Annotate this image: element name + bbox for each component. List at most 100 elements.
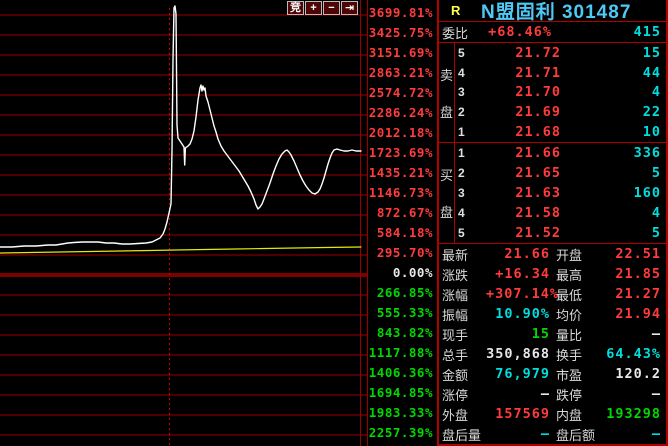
info-value: 22.51	[615, 246, 661, 262]
info-value: 350,868	[486, 346, 550, 362]
intraday-chart-area[interactable]: 竞 + − ⇥	[0, 0, 368, 446]
order-ratio-label: 委比	[442, 25, 469, 41]
info-label: 振幅	[442, 307, 469, 323]
info-label: 盘后量	[442, 427, 482, 443]
sell-amount: 22	[642, 104, 661, 121]
sell-row-4[interactable]: 4 21.71 44	[455, 63, 666, 83]
info-label: 量比	[556, 327, 583, 343]
info-value: —	[651, 326, 661, 342]
order-ratio-value: +68.46%	[488, 24, 552, 40]
axis-label: 2012.18%	[368, 125, 433, 140]
info-label: 外盘	[442, 407, 469, 423]
info-value: 120.2	[615, 366, 661, 382]
sell-price: 21.70	[515, 84, 561, 101]
sell-price: 21.71	[515, 64, 561, 81]
info-label: 换手	[556, 347, 583, 363]
level-number: 1	[458, 125, 465, 140]
axis-label: 1406.36%	[368, 365, 433, 380]
info-label: 盘后额	[556, 427, 596, 443]
sell-rows: 5 21.72 15 4 21.71 44 3 21.70 4 2 21.69 22 1 21.68 10	[455, 43, 666, 142]
sell-side-char: 盘	[439, 104, 453, 120]
intraday-chart-svg	[0, 0, 368, 446]
level-number: 5	[458, 45, 465, 60]
order-ratio-amount: 415	[633, 24, 661, 40]
jump-to-end-button[interactable]: ⇥	[341, 1, 358, 15]
sell-row-3[interactable]: 3 21.70 4	[455, 83, 666, 103]
info-label: 现手	[442, 327, 469, 343]
axis-label: 555.33%	[376, 305, 433, 320]
info-value: 10.90%	[495, 306, 550, 322]
sell-amount: 44	[642, 64, 661, 81]
info-value: 64.43%	[606, 346, 661, 362]
info-row: 盘后量 — 盘后额 —	[439, 424, 666, 444]
info-value: 21.94	[615, 306, 661, 322]
sell-row-1[interactable]: 1 21.68 10	[455, 122, 666, 142]
stock-title: N盟固利 301487	[480, 2, 632, 23]
info-value: 21.27	[615, 286, 661, 302]
sell-amount: 4	[651, 84, 661, 101]
buy-row-1[interactable]: 1 21.66 336	[455, 143, 666, 163]
info-label: 内盘	[556, 407, 583, 423]
margin-trading-badge: R	[451, 3, 461, 18]
axis-label: 2863.21%	[368, 65, 433, 80]
axis-label: 843.82%	[376, 325, 433, 340]
info-label: 开盘	[556, 247, 583, 263]
buy-order-book: 买盘 1 21.66 336 2 21.65 5 3 21.63 160 4 21.58 4 5 21.5…	[439, 143, 666, 244]
axis-label: 3425.75%	[368, 25, 433, 40]
info-value: —	[540, 386, 550, 402]
info-label: 均价	[556, 307, 583, 323]
info-label: 涨跌	[442, 267, 469, 283]
info-value: —	[540, 426, 550, 442]
avg-line	[0, 246, 362, 254]
info-value: 15	[531, 326, 550, 342]
sell-row-2[interactable]: 2 21.69 22	[455, 102, 666, 122]
buy-row-2[interactable]: 2 21.65 5	[455, 163, 666, 183]
axis-label: 2286.24%	[368, 105, 433, 120]
buy-amount: 5	[651, 165, 661, 181]
buy-row-5[interactable]: 5 21.52 5	[455, 223, 666, 243]
buy-row-4[interactable]: 4 21.58 4	[455, 203, 666, 223]
info-label: 最低	[556, 287, 583, 303]
axis-label: 0.00%	[392, 265, 433, 280]
buy-price: 21.63	[515, 185, 561, 201]
axis-label: 1435.21%	[368, 165, 433, 180]
buy-amount: 4	[651, 205, 661, 221]
info-value: +307.14%	[486, 286, 560, 302]
zoom-in-button[interactable]: +	[305, 1, 322, 15]
info-row: 最新 21.66 开盘 22.51	[439, 244, 666, 264]
sell-order-book: 卖盘 5 21.72 15 4 21.71 44 3 21.70 4 2 21.69 22 1 21.68…	[439, 43, 666, 143]
sell-row-5[interactable]: 5 21.72 15	[455, 43, 666, 63]
info-value: 76,979	[495, 366, 550, 382]
info-value: —	[651, 386, 661, 402]
quote-header: R N盟固利 301487	[439, 0, 666, 23]
axis-label: 295.70%	[376, 245, 433, 260]
axis-label: 3151.69%	[368, 45, 433, 60]
price-line	[0, 5, 362, 248]
axis-label: 584.18%	[376, 225, 433, 240]
axis-label: 872.67%	[376, 205, 433, 220]
level-number: 4	[458, 206, 465, 220]
axis-label: 1117.88%	[368, 345, 433, 360]
buy-price: 21.65	[515, 165, 561, 181]
level-number: 2	[458, 105, 465, 120]
buy-amount: 336	[633, 145, 661, 161]
buy-row-3[interactable]: 3 21.63 160	[455, 183, 666, 203]
axis-label: 1146.73%	[368, 185, 433, 200]
info-row: 振幅 10.90% 均价 21.94	[439, 304, 666, 324]
zoom-out-button[interactable]: −	[323, 1, 340, 15]
quote-panel: R N盟固利 301487 委比 +68.46% 415 卖盘 5 21.72 15…	[437, 0, 668, 446]
percent-axis: 3699.81% 3425.75% 3151.69% 2863.21% 2574.72%…	[368, 0, 437, 446]
axis-label: 1694.85%	[368, 385, 433, 400]
info-value: 193298	[606, 406, 661, 422]
info-label: 金额	[442, 367, 469, 383]
sell-side-char: 卖	[439, 67, 453, 83]
auction-button[interactable]: 竞	[287, 1, 304, 15]
level-number: 3	[458, 85, 465, 100]
axis-label: 1983.33%	[368, 405, 433, 420]
buy-amount: 160	[633, 185, 661, 201]
info-value: 21.85	[615, 266, 661, 282]
info-label: 涨停	[442, 387, 469, 403]
info-row: 涨跌 +16.34 最高 21.85	[439, 264, 666, 284]
level-number: 5	[458, 226, 465, 240]
info-label: 跌停	[556, 387, 583, 403]
